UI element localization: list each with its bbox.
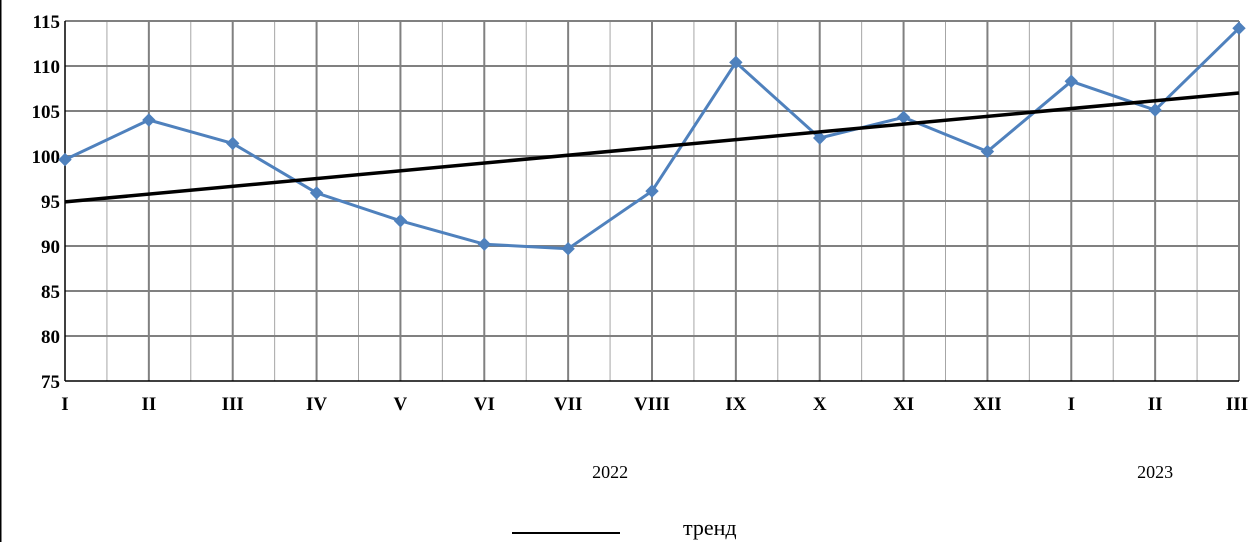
x-tick-label: VI [474, 394, 495, 415]
y-tick-label: 85 [41, 282, 60, 303]
x-tick-label: I [1068, 394, 1075, 415]
legend: тренд [512, 515, 737, 540]
y-axis-ticks: 75 80 85 90 95 100 105 110 115 [32, 12, 61, 393]
x-tick-label: III [1226, 394, 1248, 415]
data-point-marker [309, 186, 324, 200]
y-tick-label: 90 [41, 237, 60, 258]
data-point-marker [58, 152, 72, 167]
y-tick-label: 75 [41, 372, 60, 393]
y-tick-label: 110 [33, 57, 60, 78]
x-tick-label: VIII [634, 394, 670, 415]
series-layer [58, 21, 1246, 256]
x-tick-label: XI [893, 394, 914, 415]
data-point-marker [896, 110, 911, 125]
x-tick-label: IX [725, 394, 746, 415]
x-tick-label: III [222, 394, 244, 415]
data-point-marker [1232, 21, 1246, 35]
x-tick-label: I [61, 394, 68, 415]
data-point-marker [393, 214, 408, 228]
data-point-marker [980, 144, 995, 159]
year-label: 2023 [1137, 462, 1173, 482]
trend-line [64, 91, 1240, 204]
data-point-marker [226, 136, 240, 151]
year-labels: 2022 2023 [592, 462, 1173, 482]
y-tick-label: 95 [41, 192, 60, 213]
data-point-marker [142, 113, 156, 127]
y-tick-label: 80 [41, 327, 60, 348]
data-point-marker [561, 241, 575, 256]
y-tick-label: 105 [32, 102, 61, 123]
data-point-marker [729, 55, 743, 70]
x-tick-label: II [141, 394, 156, 415]
data-point-marker [645, 184, 659, 198]
x-tick-label: IV [306, 394, 327, 415]
data-point-marker [813, 131, 827, 145]
chart-grid [64, 20, 1240, 382]
x-tick-label: XII [973, 394, 1002, 415]
x-tick-label: X [813, 394, 827, 415]
data-point-marker [477, 237, 491, 251]
x-tick-label: II [1148, 394, 1163, 415]
trend-layer [64, 91, 1240, 204]
data-point-marker [1148, 103, 1162, 117]
x-axis-ticks: I II III IV V VI VII VIII IX X XI XII I II III [61, 394, 1248, 415]
year-label: 2022 [592, 462, 628, 482]
y-tick-label: 100 [32, 147, 61, 168]
y-tick-label: 115 [33, 12, 60, 33]
x-tick-label: V [394, 394, 408, 415]
legend-trend-label: тренд [683, 515, 737, 540]
data-point-marker [1064, 74, 1078, 89]
x-tick-label: VII [554, 394, 583, 415]
